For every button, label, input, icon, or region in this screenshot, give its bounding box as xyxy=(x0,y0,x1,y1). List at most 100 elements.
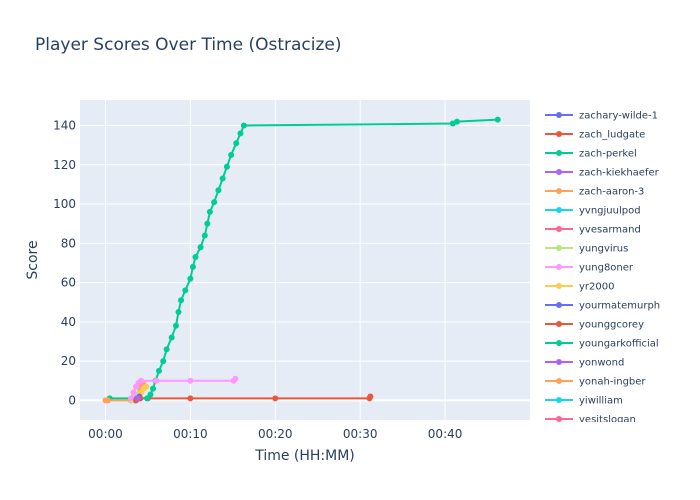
x-tick-label: 00:20 xyxy=(258,427,293,441)
x-tick-label: 00:10 xyxy=(173,427,208,441)
legend-swatch-marker xyxy=(556,416,562,422)
data-point xyxy=(175,309,182,316)
legend-item[interactable]: yungvirus xyxy=(545,244,628,255)
legend-item[interactable]: yvngjuulpod xyxy=(545,206,641,217)
data-point xyxy=(237,130,244,137)
y-tick-label: 120 xyxy=(53,158,76,172)
data-point xyxy=(147,391,154,398)
data-point xyxy=(178,297,185,304)
data-point xyxy=(206,208,213,215)
data-point xyxy=(494,116,501,123)
x-tick-label: 00:40 xyxy=(428,427,463,441)
legend-label: yvngjuulpod xyxy=(579,206,641,217)
data-point xyxy=(219,175,226,182)
legend-label: yourmatemurph xyxy=(579,301,660,312)
y-tick-label: 80 xyxy=(61,236,76,250)
y-axis-title: Score xyxy=(25,240,41,279)
data-point xyxy=(215,187,222,194)
data-point xyxy=(127,395,134,402)
y-axis: 0 20 40 60 80 100 120 140 xyxy=(53,119,76,408)
data-point xyxy=(240,122,247,129)
legend-swatch-marker xyxy=(556,378,562,384)
legend-item[interactable]: yourmatemurph xyxy=(545,301,660,312)
legend[interactable]: zachary-wilde-1 zach_ludgate zach-perkel za… xyxy=(545,111,660,426)
data-point xyxy=(182,287,189,294)
series-zach-perkel xyxy=(106,116,501,402)
legend-swatch-marker xyxy=(556,302,562,308)
legend-item[interactable]: yiwilliam xyxy=(545,396,623,407)
data-point xyxy=(160,358,167,365)
legend-swatch-marker xyxy=(556,207,562,213)
legend-item[interactable]: zach-perkel xyxy=(545,149,637,160)
legend-item[interactable]: zach_ludgate xyxy=(545,130,645,141)
x-axis-title: Time (HH:MM) xyxy=(254,448,355,464)
data-point xyxy=(153,377,160,384)
data-point xyxy=(143,383,150,390)
data-point xyxy=(138,377,145,384)
data-point xyxy=(197,244,204,251)
legend-item[interactable]: youngarkofficial xyxy=(545,339,659,350)
y-tick-label: 60 xyxy=(61,276,76,290)
legend-swatch-marker xyxy=(556,112,562,118)
y-tick-label: 40 xyxy=(61,315,76,329)
data-point xyxy=(155,367,162,374)
legend-item[interactable]: zach-kiekhaefer xyxy=(545,168,660,179)
y-tick-label: 0 xyxy=(68,393,76,407)
legend-item[interactable]: younggcorey xyxy=(545,320,644,331)
y-tick-label: 20 xyxy=(61,354,76,368)
data-point xyxy=(130,389,137,396)
legend-swatch-marker xyxy=(556,264,562,270)
legend-label: zachary-wilde-1 xyxy=(579,111,658,122)
legend-label: zach_ludgate xyxy=(579,130,645,141)
plot-area xyxy=(80,100,530,420)
data-point xyxy=(223,163,230,170)
data-point xyxy=(453,118,460,125)
data-point xyxy=(105,397,112,404)
data-point xyxy=(233,140,240,147)
data-point xyxy=(163,346,170,353)
legend-swatch-marker xyxy=(556,359,562,365)
x-axis: 00:00 00:10 00:20 00:30 00:40 xyxy=(88,427,462,441)
legend-item[interactable]: yvesarmand xyxy=(545,225,641,236)
legend-label: yr2000 xyxy=(579,282,614,293)
chart-title: Player Scores Over Time (Ostracize) xyxy=(35,35,342,55)
data-point xyxy=(204,220,211,227)
legend-swatch-marker xyxy=(556,340,562,346)
legend-swatch-marker xyxy=(556,283,562,289)
legend-swatch-marker xyxy=(556,188,562,194)
legend-label: youngarkofficial xyxy=(579,339,659,350)
legend-label: yvesarmand xyxy=(579,225,641,236)
legend-item[interactable]: yung8oner xyxy=(545,263,634,274)
legend-item[interactable]: yr2000 xyxy=(545,282,614,293)
data-point xyxy=(201,232,208,239)
legend-label: yung8oner xyxy=(579,263,634,274)
series-yung8oner xyxy=(127,375,239,402)
legend-item[interactable]: yonwond xyxy=(545,358,624,369)
data-point xyxy=(172,322,179,329)
legend-item[interactable]: yesitslogan xyxy=(545,415,636,426)
series-layer xyxy=(102,116,501,404)
legend-label: yungvirus xyxy=(579,244,628,255)
data-point xyxy=(187,275,194,282)
legend-label: yonah-ingber xyxy=(579,377,646,388)
data-point xyxy=(189,263,196,270)
data-point xyxy=(367,393,374,400)
x-tick-label: 00:30 xyxy=(343,427,378,441)
legend-label: yesitslogan xyxy=(579,415,636,426)
legend-swatch-marker xyxy=(556,226,562,232)
data-point xyxy=(272,395,279,402)
legend-item[interactable]: zachary-wilde-1 xyxy=(545,111,658,122)
data-point xyxy=(150,385,157,392)
data-point xyxy=(192,254,199,261)
legend-item[interactable]: yonah-ingber xyxy=(545,377,646,388)
legend-item[interactable]: zach-aaron-3 xyxy=(545,187,644,198)
data-point xyxy=(232,375,239,382)
legend-label: zach-kiekhaefer xyxy=(579,168,660,179)
data-point xyxy=(134,395,141,402)
legend-label: yonwond xyxy=(579,358,624,369)
legend-label: zach-aaron-3 xyxy=(579,187,644,198)
data-point xyxy=(211,199,218,206)
data-point xyxy=(168,334,175,341)
y-tick-label: 140 xyxy=(53,119,76,133)
